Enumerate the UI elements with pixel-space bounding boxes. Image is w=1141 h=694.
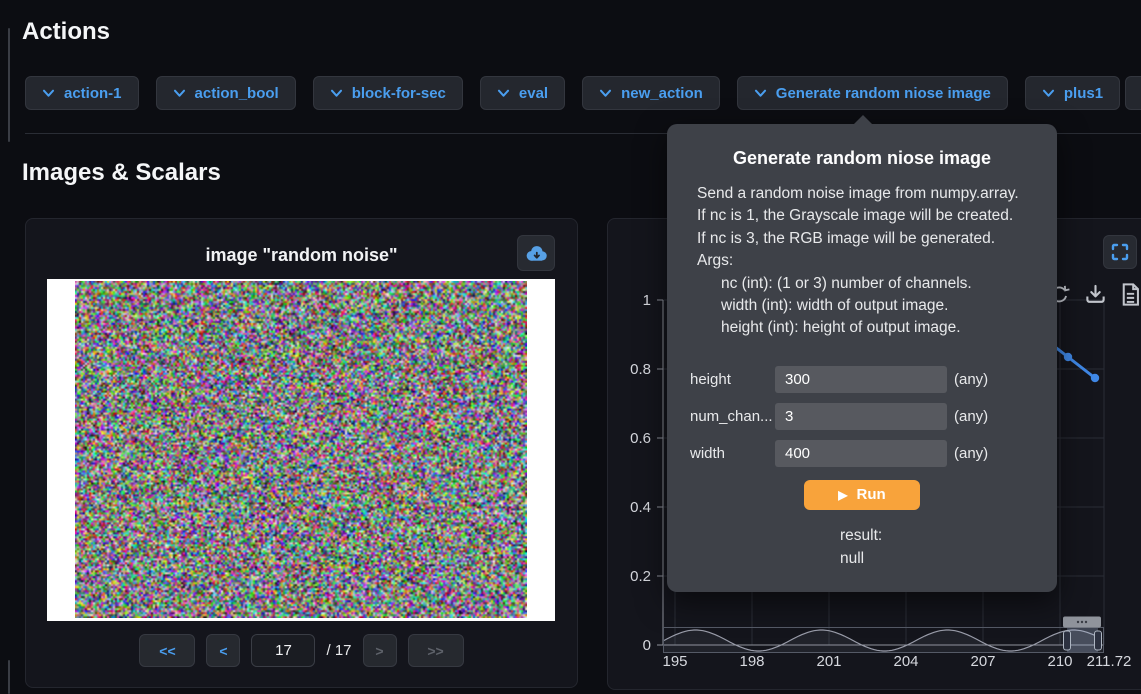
- chevron-down-icon: [42, 88, 55, 98]
- chevron-down-icon: [1042, 88, 1055, 98]
- chevron-down-icon: [330, 88, 343, 98]
- save-image-icon[interactable]: [1085, 283, 1106, 306]
- svg-text:0.8: 0.8: [630, 361, 651, 378]
- action-button-label: plus1: [1064, 85, 1103, 102]
- description-line: height (int): height of output image.: [697, 317, 1039, 339]
- action-button-eval[interactable]: eval: [480, 76, 565, 110]
- description-line: width (int): width of output image.: [697, 295, 1039, 317]
- chevron-down-icon: [599, 88, 612, 98]
- actions-section-title: Actions: [22, 18, 110, 46]
- action-button-label: block-for-sec: [352, 85, 446, 102]
- y-axis-labels: 1 0.8 0.6 0.4 0.2 0: [630, 292, 651, 654]
- first-page-button[interactable]: <<: [139, 634, 195, 667]
- action-button-label: Generate random niose image: [776, 85, 991, 102]
- action-button-label: new_action: [621, 85, 703, 102]
- noise-image: [75, 281, 527, 618]
- description-line: Send a random noise image from numpy.arr…: [697, 183, 1039, 205]
- arg-label: num_chan...: [690, 408, 775, 425]
- datazoom-preview-fill: [664, 630, 1103, 652]
- action-popup: Generate random niose image Send a rando…: [667, 124, 1057, 592]
- page-number-input[interactable]: [251, 634, 315, 667]
- num-channels-input[interactable]: [775, 403, 947, 430]
- result-label: result:: [840, 524, 1057, 547]
- description-line: nc (int): (1 or 3) number of channels.: [697, 273, 1039, 295]
- action-button-partial[interactable]: [1125, 76, 1141, 110]
- description-line: If nc is 1, the Grayscale image will be …: [697, 205, 1039, 227]
- action-button-label: eval: [519, 85, 548, 102]
- arg-label: height: [690, 371, 775, 388]
- datazoom-left-handle[interactable]: [1064, 631, 1071, 650]
- next-page-button[interactable]: >: [363, 634, 397, 667]
- run-button-label: Run: [857, 486, 886, 503]
- svg-text:201: 201: [816, 653, 841, 670]
- width-input[interactable]: [775, 440, 947, 467]
- svg-text:1: 1: [643, 292, 651, 309]
- datazoom-slider[interactable]: [664, 617, 1104, 653]
- popup-title: Generate random niose image: [667, 148, 1057, 169]
- arg-type-hint: (any): [954, 408, 988, 425]
- svg-text:204: 204: [893, 653, 918, 670]
- result-value: null: [840, 547, 1057, 570]
- image-pagination: << < / 17 > >>: [25, 634, 578, 667]
- popup-arrow: [853, 115, 873, 125]
- left-scrollbar-thumb[interactable]: [8, 28, 10, 142]
- action-button-plus1[interactable]: plus1: [1025, 76, 1120, 110]
- popup-description: Send a random noise image from numpy.arr…: [697, 183, 1039, 340]
- height-input[interactable]: [775, 366, 947, 393]
- svg-text:0: 0: [643, 637, 651, 654]
- data-view-icon[interactable]: [1121, 283, 1140, 306]
- actions-row: action-1 action_bool block-for-sec eval …: [25, 76, 1120, 110]
- svg-text:195: 195: [662, 653, 687, 670]
- chevron-down-icon: [173, 88, 186, 98]
- description-line: If nc is 3, the RGB image will be genera…: [697, 228, 1039, 250]
- arg-label: width: [690, 445, 775, 462]
- x-axis-labels: 195 198 201 204 207 210 211.72: [662, 653, 1131, 670]
- run-button[interactable]: ▶ Run: [804, 480, 920, 510]
- chevron-down-icon: [497, 88, 510, 98]
- action-button-action-bool[interactable]: action_bool: [156, 76, 296, 110]
- description-line: Args:: [697, 250, 1039, 272]
- svg-text:211.72: 211.72: [1087, 653, 1132, 670]
- result-block: result: null: [667, 524, 1057, 570]
- play-icon: ▶: [838, 489, 847, 501]
- fullscreen-button[interactable]: [1103, 235, 1137, 269]
- arg-row-width: width (any): [667, 440, 1057, 467]
- svg-text:0.4: 0.4: [630, 499, 651, 516]
- arg-type-hint: (any): [954, 445, 988, 462]
- arg-row-height: height (any): [667, 366, 1057, 393]
- popup-args: height (any) num_chan... (any) width (an…: [667, 366, 1057, 467]
- svg-text:0.6: 0.6: [630, 430, 651, 447]
- images-scalars-section-title: Images & Scalars: [22, 159, 221, 187]
- fullscreen-icon: [1111, 243, 1129, 261]
- datazoom-window[interactable]: [1067, 628, 1098, 652]
- page-total-label: / 17: [326, 642, 351, 659]
- action-button-block-for-sec[interactable]: block-for-sec: [313, 76, 463, 110]
- action-button-generate-random-noise-image[interactable]: Generate random niose image: [737, 76, 1008, 110]
- left-scrollbar-track[interactable]: [8, 660, 10, 694]
- arg-type-hint: (any): [954, 371, 988, 388]
- cloud-download-icon: [523, 243, 549, 263]
- datazoom-right-handle[interactable]: [1095, 631, 1102, 650]
- figure-background: [47, 279, 555, 621]
- chart-toolbox: [1049, 283, 1140, 306]
- action-button-label: action-1: [64, 85, 122, 102]
- svg-text:210: 210: [1047, 653, 1072, 670]
- action-button-new-action[interactable]: new_action: [582, 76, 720, 110]
- action-button-label: action_bool: [195, 85, 279, 102]
- svg-text:198: 198: [739, 653, 764, 670]
- action-button-action-1[interactable]: action-1: [25, 76, 139, 110]
- chevron-down-icon: [754, 88, 767, 98]
- svg-text:207: 207: [970, 653, 995, 670]
- last-page-button[interactable]: >>: [408, 634, 464, 667]
- prev-page-button[interactable]: <: [206, 634, 240, 667]
- cloud-download-button[interactable]: [517, 235, 555, 271]
- image-card-title: image "random noise": [25, 245, 578, 266]
- svg-text:0.2: 0.2: [630, 568, 651, 585]
- arg-row-num-channels: num_chan... (any): [667, 403, 1057, 430]
